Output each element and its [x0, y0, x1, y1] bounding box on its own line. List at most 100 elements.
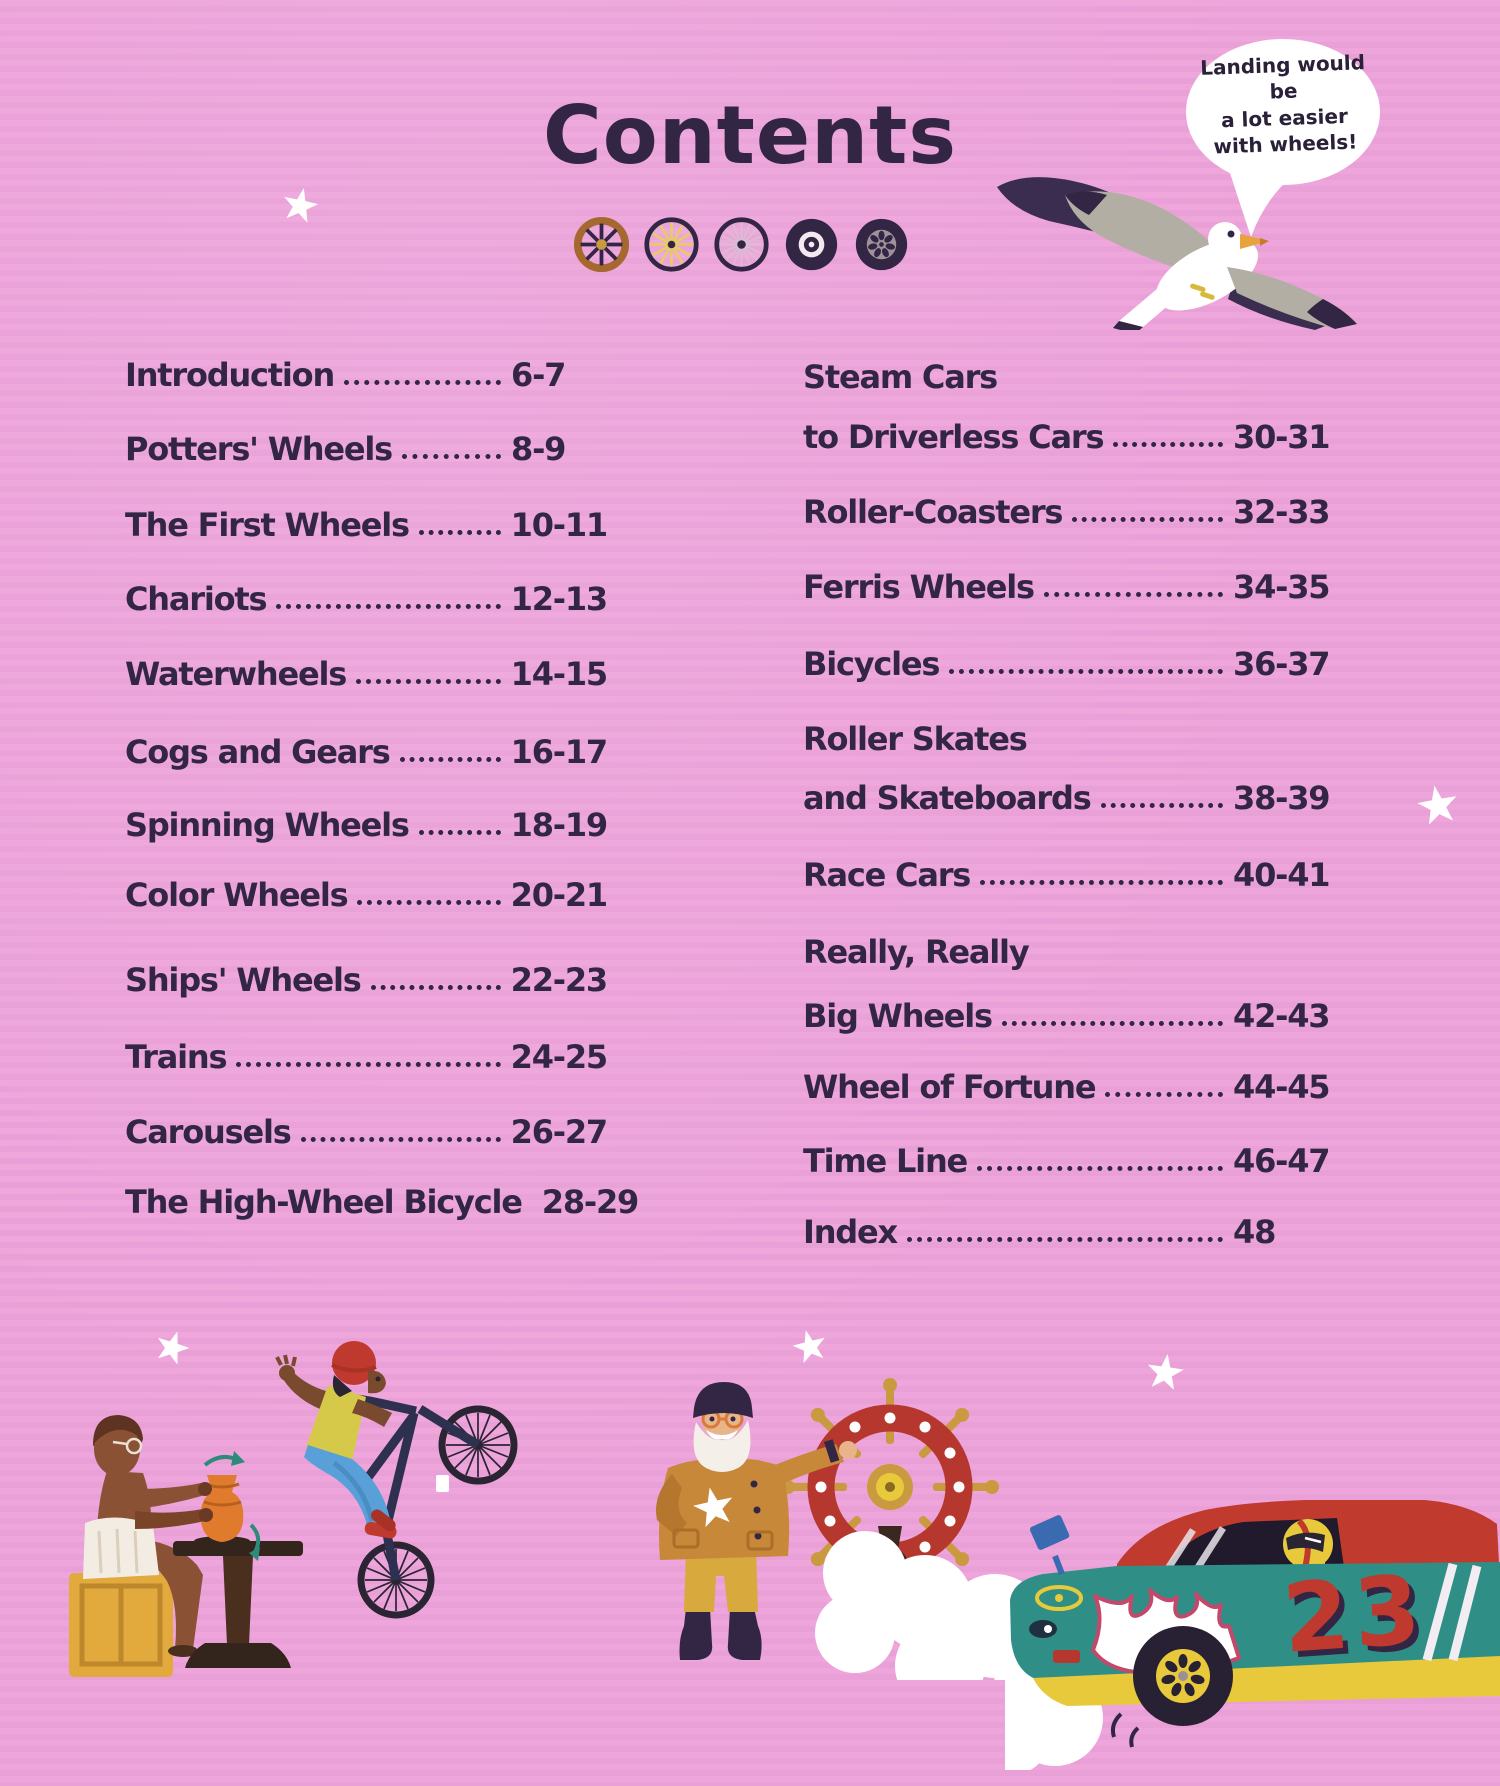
toc-entry-pages: 44-45	[1233, 1068, 1331, 1106]
bmx-spoke-tag	[436, 1475, 449, 1492]
star-icon	[157, 1331, 190, 1365]
sailor-with-ships-wheel-illustration	[656, 1378, 1077, 1680]
seagull-left-wing	[1065, 191, 1221, 273]
dot-leader	[1043, 591, 1223, 597]
dot-leader	[357, 899, 501, 905]
wooden-wagon-wheel-icon	[573, 216, 630, 273]
dot-leader	[276, 603, 501, 609]
toc-entry: The High-Wheel Bicycle 28-29	[125, 1184, 639, 1221]
speech-bubble	[1186, 39, 1380, 185]
dot-leader	[977, 1165, 1223, 1171]
toc-entry: to Driverless Cars 30-31	[803, 419, 1333, 456]
toc-entry: Chariots 12-13	[125, 580, 609, 618]
toc-entry-pages: 14-15	[510, 655, 609, 693]
clay-pot	[200, 1475, 244, 1542]
rider-torso	[306, 1385, 366, 1461]
rear-stripes	[1422, 1562, 1482, 1662]
seagull-beak-tip	[1260, 238, 1269, 246]
toc-entry-label: Waterwheels	[125, 655, 347, 693]
dot-leader	[1072, 516, 1223, 522]
toc-entry-pages: 16-17	[510, 733, 609, 771]
toc-entry: Time Line 46-47	[803, 1143, 1333, 1180]
toc-entry-pages: 34-35	[1233, 568, 1331, 606]
dot-leader	[906, 1236, 1223, 1242]
toc-entry: Spinning Wheels 18-19	[125, 806, 609, 844]
toc-entry-pages: 24-25	[510, 1038, 609, 1076]
rider-arm-raised	[283, 1371, 326, 1409]
toc-entry: Carousels 26-27	[125, 1113, 609, 1151]
star-icon	[792, 1330, 825, 1364]
dot-leader	[1105, 1091, 1223, 1097]
alloy-wheel-tire-icon	[855, 218, 908, 271]
toc-entry-pages: 48	[1233, 1213, 1276, 1251]
toc-entry-label: Index	[803, 1213, 898, 1251]
sailor-arm-on-hip	[656, 1474, 687, 1536]
dot-leader	[418, 529, 501, 535]
seagull-left-wing-tip	[1065, 191, 1107, 215]
toc-entry-pages: 40-41	[1233, 856, 1331, 894]
toc-entry: Ferris Wheels 34-35	[803, 569, 1333, 606]
rider-hair	[332, 1375, 352, 1397]
sailor-boot	[727, 1608, 762, 1660]
speech-line: Landing would be	[1199, 50, 1366, 104]
wheel-icons-row	[573, 216, 910, 273]
rider-arm	[352, 1399, 392, 1427]
page-title: Contents	[543, 89, 957, 182]
toc-entry-pages: 6-7	[511, 356, 566, 394]
toc-entry-label: to Driverless Cars	[803, 418, 1104, 456]
dot-leader	[344, 379, 501, 385]
flying-seagull-illustration	[997, 39, 1380, 330]
speech-bubble-tail	[1228, 167, 1291, 237]
ships-wheel	[781, 1378, 999, 1640]
toc-entry-label: Time Line	[803, 1142, 968, 1180]
toc-entry-label: Ferris Wheels	[803, 568, 1035, 606]
toc-entry-label: Big Wheels	[803, 997, 993, 1035]
seagull-body	[1155, 239, 1259, 311]
potter-arm-lower	[135, 1509, 205, 1529]
speech-bubble-text: Landing would be a lot easier with wheel…	[1194, 49, 1374, 161]
toc-entry-pages: 36-37	[1233, 645, 1331, 683]
toc-entry: Roller-Coasters 32-33	[803, 494, 1333, 531]
toc-entry: Really, Really	[803, 934, 1333, 971]
sailor-mustache	[706, 1430, 738, 1440]
seagull-eye	[1227, 230, 1235, 238]
dot-leader	[399, 756, 501, 762]
toc-entry: Index 48	[803, 1214, 1333, 1251]
toc-entry-pages: 30-31	[1233, 418, 1331, 456]
dot-leader	[300, 1136, 501, 1142]
toc-entry-label: Potters' Wheels	[125, 430, 393, 468]
toc-entry: The First Wheels 10-11	[125, 507, 608, 544]
toc-entry-label: Chariots	[125, 580, 268, 618]
toc-entry-pages: 18-19	[510, 806, 609, 844]
sailor-boot	[679, 1608, 713, 1660]
potter-hand	[198, 1482, 212, 1496]
toc-entry: Color Wheels 20-21	[125, 877, 608, 914]
toc-entry-label: Really, Really	[803, 933, 1030, 971]
sailor-hand	[839, 1441, 857, 1459]
star-icon	[1147, 1354, 1184, 1390]
car-badge	[1053, 1650, 1080, 1663]
toc-entry-pages: 12-13	[510, 580, 609, 618]
sailor-chest-star	[693, 1487, 733, 1528]
dot-leader	[1001, 1020, 1223, 1026]
toc-entry-label: Steam Cars	[803, 358, 998, 396]
toc-entry-pages: 26-27	[510, 1113, 609, 1151]
seagull-beak	[1240, 234, 1269, 249]
dot-leader	[370, 984, 501, 990]
modern-tire-hubcap-icon	[785, 218, 838, 271]
toc-entry-label: Spinning Wheels	[125, 806, 410, 844]
toc-entry: Introduction 6-7	[125, 357, 607, 394]
toc-entry-label: Wheel of Fortune	[803, 1068, 1097, 1106]
dot-leader	[1100, 802, 1223, 808]
dot-leader	[980, 879, 1223, 885]
potter-at-wheel-illustration	[69, 1415, 303, 1677]
sailor-pants	[684, 1548, 758, 1612]
rider-face	[368, 1370, 386, 1394]
yellow-spoked-wheel-icon	[644, 217, 699, 272]
toc-entry-pages: 46-47	[1233, 1142, 1331, 1180]
toc-entry-label: Trains	[125, 1038, 228, 1076]
sailor-beard	[693, 1420, 751, 1472]
potter-arm-upper	[135, 1483, 205, 1509]
sailor-wristband	[824, 1439, 840, 1463]
seagull-tail	[1119, 289, 1171, 327]
